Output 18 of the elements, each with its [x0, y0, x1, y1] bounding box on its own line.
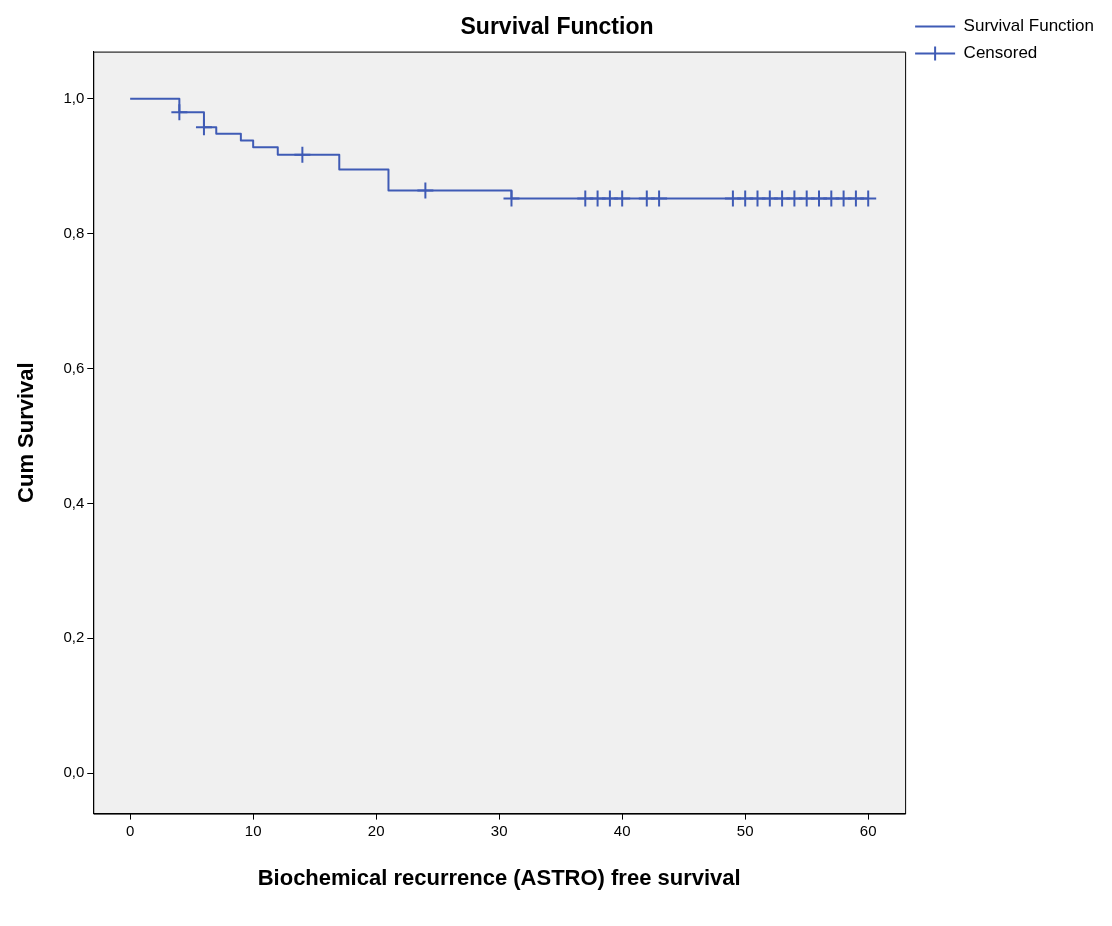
- y-tick-label: 0,6: [63, 358, 85, 376]
- y-axis-title: Cum Survival: [13, 362, 39, 503]
- y-tick-label: 1,0: [63, 88, 85, 106]
- x-tick-label: 40: [613, 821, 631, 839]
- legend-label: Censored: [963, 43, 1038, 63]
- y-tick-label: 0,8: [63, 223, 85, 241]
- x-tick-label: 0: [125, 821, 135, 839]
- legend-label: Survival Function: [963, 16, 1094, 36]
- y-tick-label: 0,2: [63, 628, 85, 646]
- x-tick-label: 10: [244, 821, 262, 839]
- y-tick-label: 0,0: [63, 763, 85, 781]
- x-tick-label: 50: [736, 821, 754, 839]
- chart-title: Survival Function: [460, 13, 654, 40]
- y-tick-label: 0,4: [63, 493, 85, 511]
- x-tick-label: 60: [859, 821, 877, 839]
- x-axis-title: Biochemical recurrence (ASTRO) free survival: [257, 864, 741, 890]
- x-tick-label: 30: [490, 821, 508, 839]
- x-tick-label: 20: [367, 821, 385, 839]
